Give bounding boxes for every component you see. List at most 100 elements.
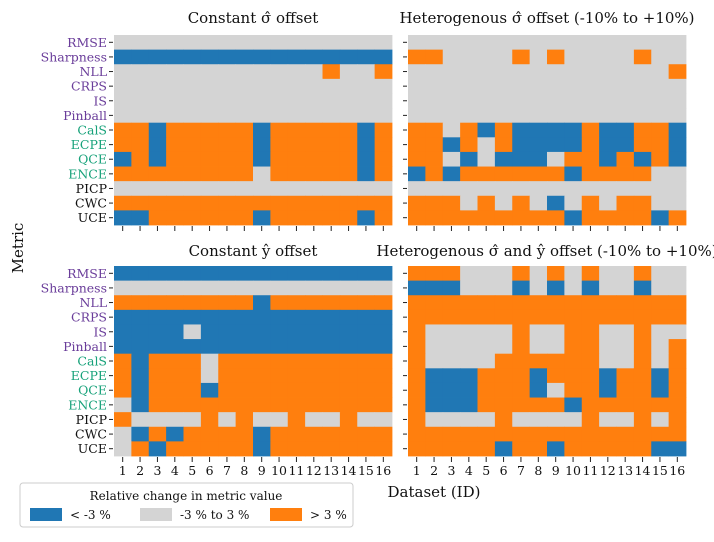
heatmap-cell: CRPS / 8: -3 % to 3 % — [529, 78, 548, 94]
heatmap-cell: QCE / 12: > 3 % — [305, 151, 323, 167]
heatmap-cell: Sharpness / 10: -3 % to 3 % — [270, 280, 289, 296]
heatmap-cell: Pinball / 14: -3 % to 3 % — [339, 108, 358, 124]
heatmap-cell: CWC / 10: > 3 % — [270, 426, 289, 442]
heatmap-cell: CRPS / 8: > 3 % — [529, 309, 548, 325]
heatmap-cell: RMSE / 12: -3 % to 3 % — [599, 35, 617, 51]
heatmap-cell: CalS / 12: > 3 % — [305, 122, 323, 138]
heatmap-cell: QCE / 8: > 3 % — [235, 382, 254, 398]
heatmap-cell: RMSE / 8: -3 % to 3 % — [529, 266, 548, 282]
heatmap-cell: Sharpness / 9: < -3 % — [253, 49, 271, 65]
heatmap-cell: QCE / 12: < -3 % — [599, 151, 617, 167]
heatmap-cell: NLL / 3: -3 % to 3 % — [442, 64, 461, 80]
heatmap-cell: IS / 15: -3 % to 3 % — [651, 324, 670, 340]
heatmap-cell: CWC / 8: > 3 % — [235, 195, 254, 211]
heatmap-cell: CWC / 3: > 3 % — [148, 426, 167, 442]
x-tick-label: 3 — [447, 463, 455, 478]
heatmap-cell: ECPE / 16: > 3 % — [374, 368, 393, 384]
heatmap-cell: CalS / 13: < -3 % — [616, 122, 635, 138]
heatmap-cell: NLL / 16: > 3 % — [668, 295, 687, 311]
heatmap-cell: CRPS / 3: -3 % to 3 % — [148, 78, 167, 94]
heatmap-cell: IS / 6: -3 % to 3 % — [494, 324, 513, 340]
heatmap-cell: ENCE / 13: > 3 % — [322, 397, 341, 413]
heatmap-cell: UCE / 5: > 3 % — [477, 210, 496, 226]
heatmap-cell: IS / 14: -3 % to 3 % — [339, 93, 358, 109]
heatmap-cell: CWC / 11: > 3 % — [581, 195, 600, 211]
heatmap-cell: UCE / 4: > 3 % — [460, 441, 478, 457]
heatmap-cell: UCE / 8: > 3 % — [529, 210, 548, 226]
heatmap-cell: ECPE / 14: > 3 % — [633, 137, 652, 153]
heatmap-cell: UCE / 1: > 3 % — [408, 210, 426, 226]
heatmap-cell: Pinball / 4: -3 % to 3 % — [166, 108, 184, 124]
heatmap-cell: ENCE / 10: < -3 % — [564, 397, 583, 413]
x-tick-label: 7 — [223, 463, 231, 478]
heatmap-cell: UCE / 15: < -3 % — [357, 210, 376, 226]
heatmap-cell: Sharpness / 3: < -3 % — [442, 280, 461, 296]
heatmap-cell: PICP / 9: -3 % to 3 % — [547, 412, 565, 428]
heatmap-cell: UCE / 5: > 3 % — [183, 210, 202, 226]
heatmap-cell: ECPE / 3: < -3 % — [442, 368, 461, 384]
heatmap-cell: QCE / 2: > 3 % — [131, 151, 150, 167]
legend-label-high: > 3 % — [310, 508, 347, 522]
heatmap-cell: QCE / 4: > 3 % — [166, 382, 184, 398]
heatmap-cell: ENCE / 3: < -3 % — [442, 166, 461, 182]
heatmap-cell: CRPS / 16: < -3 % — [374, 309, 393, 325]
heatmap-cell: IS / 6: -3 % to 3 % — [200, 93, 219, 109]
heatmap-cell: CRPS / 16: -3 % to 3 % — [668, 78, 687, 94]
heatmap-cell: CWC / 15: > 3 % — [357, 426, 376, 442]
heatmap-cell: IS / 11: -3 % to 3 % — [581, 93, 600, 109]
heatmap-cell: NLL / 14: -3 % to 3 % — [633, 64, 652, 80]
heatmap-cell: NLL / 8: -3 % to 3 % — [235, 64, 254, 80]
heatmap-cell: QCE / 10: > 3 % — [564, 151, 583, 167]
heatmap-cell: CalS / 2: -3 % to 3 % — [425, 353, 444, 369]
heatmap-cell: UCE / 13: > 3 % — [616, 210, 635, 226]
heatmap-cell: IS / 11: > 3 % — [581, 324, 600, 340]
heatmap-cell: CWC / 1: > 3 % — [114, 195, 132, 211]
heatmap-cell: UCE / 13: > 3 % — [322, 441, 341, 457]
heatmap-cell: ENCE / 10: > 3 % — [270, 397, 289, 413]
heatmap-cell: CRPS / 5: > 3 % — [477, 309, 496, 325]
heatmap-cell: QCE / 11: > 3 % — [581, 151, 600, 167]
heatmap-cell: Pinball / 16: -3 % to 3 % — [374, 108, 393, 124]
heatmap-cell: Pinball / 7: > 3 % — [512, 339, 531, 355]
heatmap-cell: Sharpness / 10: -3 % to 3 % — [564, 280, 583, 296]
heatmap-cell: RMSE / 16: < -3 % — [374, 266, 393, 282]
heatmap-cell: CWC / 12: > 3 % — [599, 426, 617, 442]
heatmap-cell: Pinball / 3: < -3 % — [148, 339, 167, 355]
heatmap-cell: Pinball / 11: < -3 % — [287, 339, 306, 355]
heatmap-cell: ECPE / 3: > 3 % — [148, 368, 167, 384]
heatmap-cell: RMSE / 1: > 3 % — [408, 266, 426, 282]
heatmap-cell: ENCE / 15: < -3 % — [357, 166, 376, 182]
heatmap-cell: Sharpness / 13: < -3 % — [322, 49, 341, 65]
heatmap-cell: CWC / 3: > 3 % — [442, 426, 461, 442]
heatmap-cell: ECPE / 7: > 3 % — [218, 368, 237, 384]
heatmap-cell: Pinball / 10: -3 % to 3 % — [564, 108, 583, 124]
heatmap-cell: NLL / 16: > 3 % — [374, 295, 393, 311]
heatmap-cell: QCE / 1: < -3 % — [114, 151, 132, 167]
heatmap-cell: ECPE / 14: > 3 % — [339, 137, 358, 153]
heatmap-cell: NLL / 12: > 3 % — [599, 295, 617, 311]
heatmap-cell: PICP / 5: -3 % to 3 % — [477, 412, 496, 428]
heatmap-cell: CalS / 6: > 3 % — [494, 353, 513, 369]
heatmap-cell: PICP / 10: -3 % to 3 % — [564, 412, 583, 428]
heatmap-cell: Pinball / 15: < -3 % — [357, 339, 376, 355]
heatmap-cell: ECPE / 13: < -3 % — [616, 137, 635, 153]
heatmap-cell: Sharpness / 9: -3 % to 3 % — [253, 280, 271, 296]
heatmap-cell: CWC / 5: > 3 % — [183, 195, 202, 211]
heatmap-cell: Sharpness / 7: > 3 % — [512, 49, 531, 65]
heatmap-cell: CWC / 2: > 3 % — [131, 195, 150, 211]
x-tick-label: 8 — [240, 463, 248, 478]
heatmap-cell: UCE / 13: > 3 % — [616, 441, 635, 457]
heatmap-cell: Pinball / 12: -3 % to 3 % — [599, 108, 617, 124]
heatmap-cell: IS / 7: > 3 % — [512, 324, 531, 340]
heatmap-cell: ENCE / 9: > 3 % — [547, 397, 565, 413]
heatmap-cell: CRPS / 1: > 3 % — [408, 309, 426, 325]
heatmap-cell: UCE / 14: > 3 % — [339, 441, 358, 457]
heatmap-cell: Sharpness / 14: < -3 % — [339, 49, 358, 65]
heatmap-cell: CRPS / 6: -3 % to 3 % — [200, 78, 219, 94]
heatmap-cell: ECPE / 12: < -3 % — [599, 368, 617, 384]
heatmap-cell: UCE / 6: > 3 % — [200, 210, 219, 226]
heatmap-cell: CalS / 12: < -3 % — [599, 122, 617, 138]
heatmap-cell: CRPS / 7: < -3 % — [218, 309, 237, 325]
heatmap-cell: Pinball / 7: -3 % to 3 % — [512, 108, 531, 124]
heatmap-cell: NLL / 11: > 3 % — [287, 295, 306, 311]
